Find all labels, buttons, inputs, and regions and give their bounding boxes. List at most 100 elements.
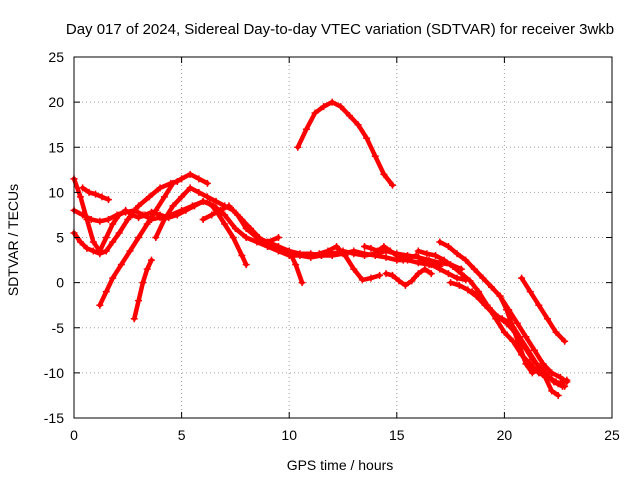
data-point-marker [92,190,100,198]
data-point-marker [145,193,153,201]
data-point-marker [294,143,302,151]
data-point-marker [208,211,216,219]
data-point-marker [221,220,229,228]
data-point-marker [292,261,300,269]
data-point-marker [113,211,121,219]
data-point-marker [361,243,369,251]
data-point-marker [76,238,84,246]
series-arc-5 [130,256,155,323]
series-arc-17 [468,288,571,388]
data-point-marker [234,211,242,219]
data-point-marker [455,281,463,289]
data-point-marker [178,175,186,183]
data-point-marker [371,152,379,160]
data-point-marker [464,286,472,294]
data-point-marker [135,234,143,241]
y-tick-label: -5 [52,320,65,336]
series-arc-10 [294,98,396,189]
data-point-marker [130,206,138,214]
data-point-marker [412,252,420,260]
data-point-marker [195,175,203,183]
data-point-marker [548,369,556,377]
data-point-marker [453,274,461,282]
data-point-marker [130,315,138,323]
series-arc-9 [264,238,306,287]
data-point-marker [76,193,84,201]
data-point-marker [285,247,293,255]
x-axis-label: GPS time / hours [287,457,394,473]
series-arc-2 [79,184,112,204]
data-point-marker [264,238,272,246]
data-point-marker [447,279,455,287]
data-point-marker [122,208,130,216]
data-point-marker [477,295,485,303]
data-point-marker [147,215,155,223]
data-point-marker [143,265,151,273]
series-line [469,289,570,386]
data-point-marker [98,193,106,201]
data-point-marker [363,134,371,142]
data-point-marker [126,247,134,255]
data-point-marker [393,252,401,260]
data-point-marker [231,224,239,232]
data-point-marker [203,193,211,201]
data-point-marker [96,217,104,225]
x-tick-label: 15 [389,427,405,443]
y-tick-label: 20 [48,94,64,110]
data-point-marker [115,229,123,237]
data-point-marker [449,262,457,270]
data-point-marker [466,277,474,285]
data-point-marker [554,380,562,388]
data-point-marker [320,103,328,111]
data-point-marker [543,315,551,323]
data-point-marker [380,170,388,178]
data-point-marker [354,121,362,129]
data-point-marker [229,234,237,241]
data-point-marker [552,328,560,336]
data-point-marker [440,256,448,264]
y-axis-label: SDTVAR / TECUs [5,184,21,296]
data-point-marker [102,234,110,241]
data-point-marker [382,253,390,261]
data-point-marker [414,247,422,255]
x-tick-label: 0 [70,427,78,443]
data-point-marker [432,252,440,260]
data-point-marker [479,274,487,282]
x-tick-label: 10 [281,427,297,443]
series-arc-19 [518,274,569,345]
data-point-marker [509,324,517,332]
data-point-marker [535,301,543,309]
data-point-marker [96,301,104,309]
data-point-marker [444,243,452,251]
data-point-marker [554,391,562,399]
series-arc-13 [382,265,435,289]
x-tick-label: 20 [497,427,513,443]
data-point-marker [152,234,160,241]
data-point-marker [522,333,530,341]
data-point-marker [203,179,211,187]
data-point-marker [535,364,543,372]
data-point-marker [221,211,229,219]
data-point-marker [528,369,536,377]
data-point-marker [156,214,164,222]
data-point-marker [358,276,366,284]
data-point-marker [470,265,478,273]
data-point-marker [160,215,168,223]
data-point-marker [178,193,186,201]
data-point-marker [296,252,304,260]
data-point-marker [188,202,196,210]
x-tick-labels: 0 5 10 15 20 25 [70,427,620,443]
data-point-marker [79,184,87,192]
data-point-marker [421,265,429,273]
data-point-marker [373,247,381,255]
data-point-marker [539,360,547,368]
data-point-marker [503,306,511,314]
data-point-marker [124,215,132,223]
data-point-marker [135,214,143,222]
data-point-marker [89,247,97,255]
data-point-marker [513,319,521,327]
data-point-marker [427,261,435,269]
series-arc-11 [307,243,384,284]
data-point-marker [556,373,564,381]
